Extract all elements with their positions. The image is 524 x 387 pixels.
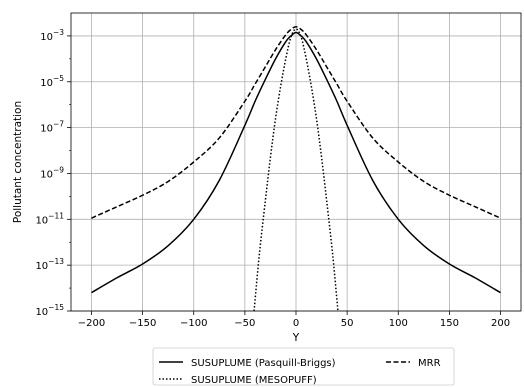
x-axis-label: Y [292,332,300,344]
legend-label-pasquill-briggs: SUSUPLUME (Pasquill-Briggs) [191,358,336,369]
x-tick-label: 0 [293,318,299,329]
y-tick-label: 10−7 [40,120,64,135]
x-tick-label: 200 [491,318,510,329]
x-tick-label: −150 [129,318,156,329]
series-line-susuplume-pasquill-briggs [91,31,501,294]
plot-series [91,25,501,311]
legend-label-mesopuff: SUSUPLUME (MESOPUFF) [191,375,317,386]
legend: SUSUPLUME (Pasquill-Briggs) MRR SUSUPLUM… [152,347,455,386]
x-tick-label: −200 [78,318,105,329]
y-tick-label: 10−13 [35,257,64,272]
y-axis-label: Pollutant concentration [12,101,24,223]
x-axis-ticks: −200 −150 −100 −50 0 50 100 150 200 [78,311,510,329]
series-line-mrr [91,25,501,219]
x-tick-label: −50 [234,318,255,329]
x-tick-label: 150 [440,318,459,329]
y-tick-label: 10−15 [35,303,64,318]
legend-label-mrr: MRR [418,358,441,369]
grid [71,13,521,312]
x-tick-label: 50 [341,318,354,329]
y-tick-label: 10−3 [40,28,64,43]
x-tick-label: 100 [389,318,408,329]
y-tick-label: 10−5 [40,74,64,89]
y-axis-ticks: 10−3 10−5 10−7 10−9 10−11 10−13 10−15 [35,28,71,318]
x-tick-label: −100 [180,318,207,329]
y-tick-label: 10−9 [40,165,64,180]
y-tick-label: 10−11 [35,211,64,226]
series-line-susuplume-mesopuff [253,28,339,311]
legend-box [152,347,455,386]
